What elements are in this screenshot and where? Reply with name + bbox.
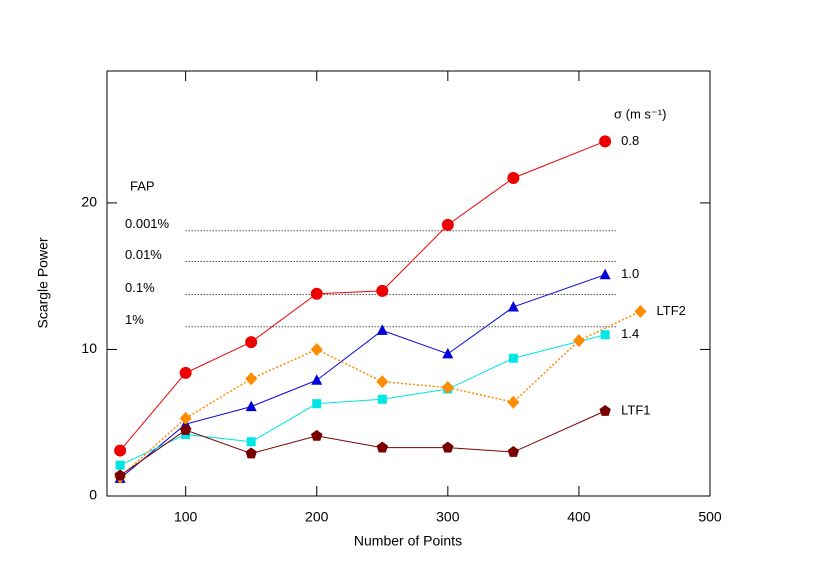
point	[114, 444, 127, 457]
point	[441, 218, 454, 231]
x-tick-label: 200	[305, 509, 329, 525]
point	[245, 336, 258, 349]
point	[179, 424, 192, 435]
point	[572, 334, 585, 348]
point	[310, 342, 323, 356]
point	[376, 284, 389, 297]
series-label: 0.8	[621, 133, 639, 148]
series-line	[119, 410, 606, 476]
point	[634, 304, 647, 318]
y-axis-label: Scargle Power	[35, 237, 51, 328]
series-line	[119, 334, 606, 466]
point	[599, 135, 612, 148]
point	[115, 460, 125, 470]
point	[376, 324, 388, 335]
point	[442, 441, 454, 453]
point	[442, 347, 454, 359]
point	[114, 469, 126, 481]
point	[507, 300, 519, 312]
point	[179, 411, 192, 425]
series-line	[119, 140, 606, 451]
point	[245, 400, 257, 412]
point	[246, 437, 256, 447]
fap-label: 0.1%	[125, 280, 155, 295]
point	[508, 353, 518, 363]
series-label: 1.0	[621, 266, 639, 281]
series-label: 1.4	[621, 326, 639, 341]
series-label: LTF2	[657, 303, 686, 318]
series-label: LTF1	[621, 402, 650, 417]
point	[599, 268, 611, 280]
point	[600, 330, 610, 340]
point	[507, 395, 520, 409]
point	[507, 171, 520, 184]
x-tick-label: 300	[436, 509, 460, 525]
point	[311, 374, 323, 385]
point	[376, 375, 389, 389]
y-tick-label: 0	[89, 487, 97, 503]
series-line	[119, 274, 606, 479]
x-tick-label: 100	[174, 509, 198, 525]
point	[376, 441, 388, 453]
point	[599, 405, 611, 416]
point	[312, 399, 322, 409]
point	[507, 446, 520, 457]
y-tick-label: 20	[81, 194, 97, 210]
x-tick-label: 500	[698, 509, 722, 525]
point	[179, 366, 192, 379]
fap-label: 1%	[125, 312, 144, 327]
plot-frame	[106, 70, 711, 497]
point	[310, 287, 323, 300]
point	[245, 447, 257, 459]
x-axis-label: Number of Points	[354, 533, 462, 549]
point	[441, 381, 454, 395]
point	[245, 372, 258, 386]
fap-title: FAP	[130, 178, 155, 193]
point	[377, 394, 387, 404]
fap-label: 0.01%	[125, 247, 162, 262]
fap-label: 0.001%	[125, 216, 170, 231]
y-tick-label: 10	[81, 340, 97, 356]
point	[311, 429, 323, 441]
x-tick-label: 400	[567, 509, 591, 525]
legend-title: σ (m s⁻¹)	[614, 106, 666, 121]
